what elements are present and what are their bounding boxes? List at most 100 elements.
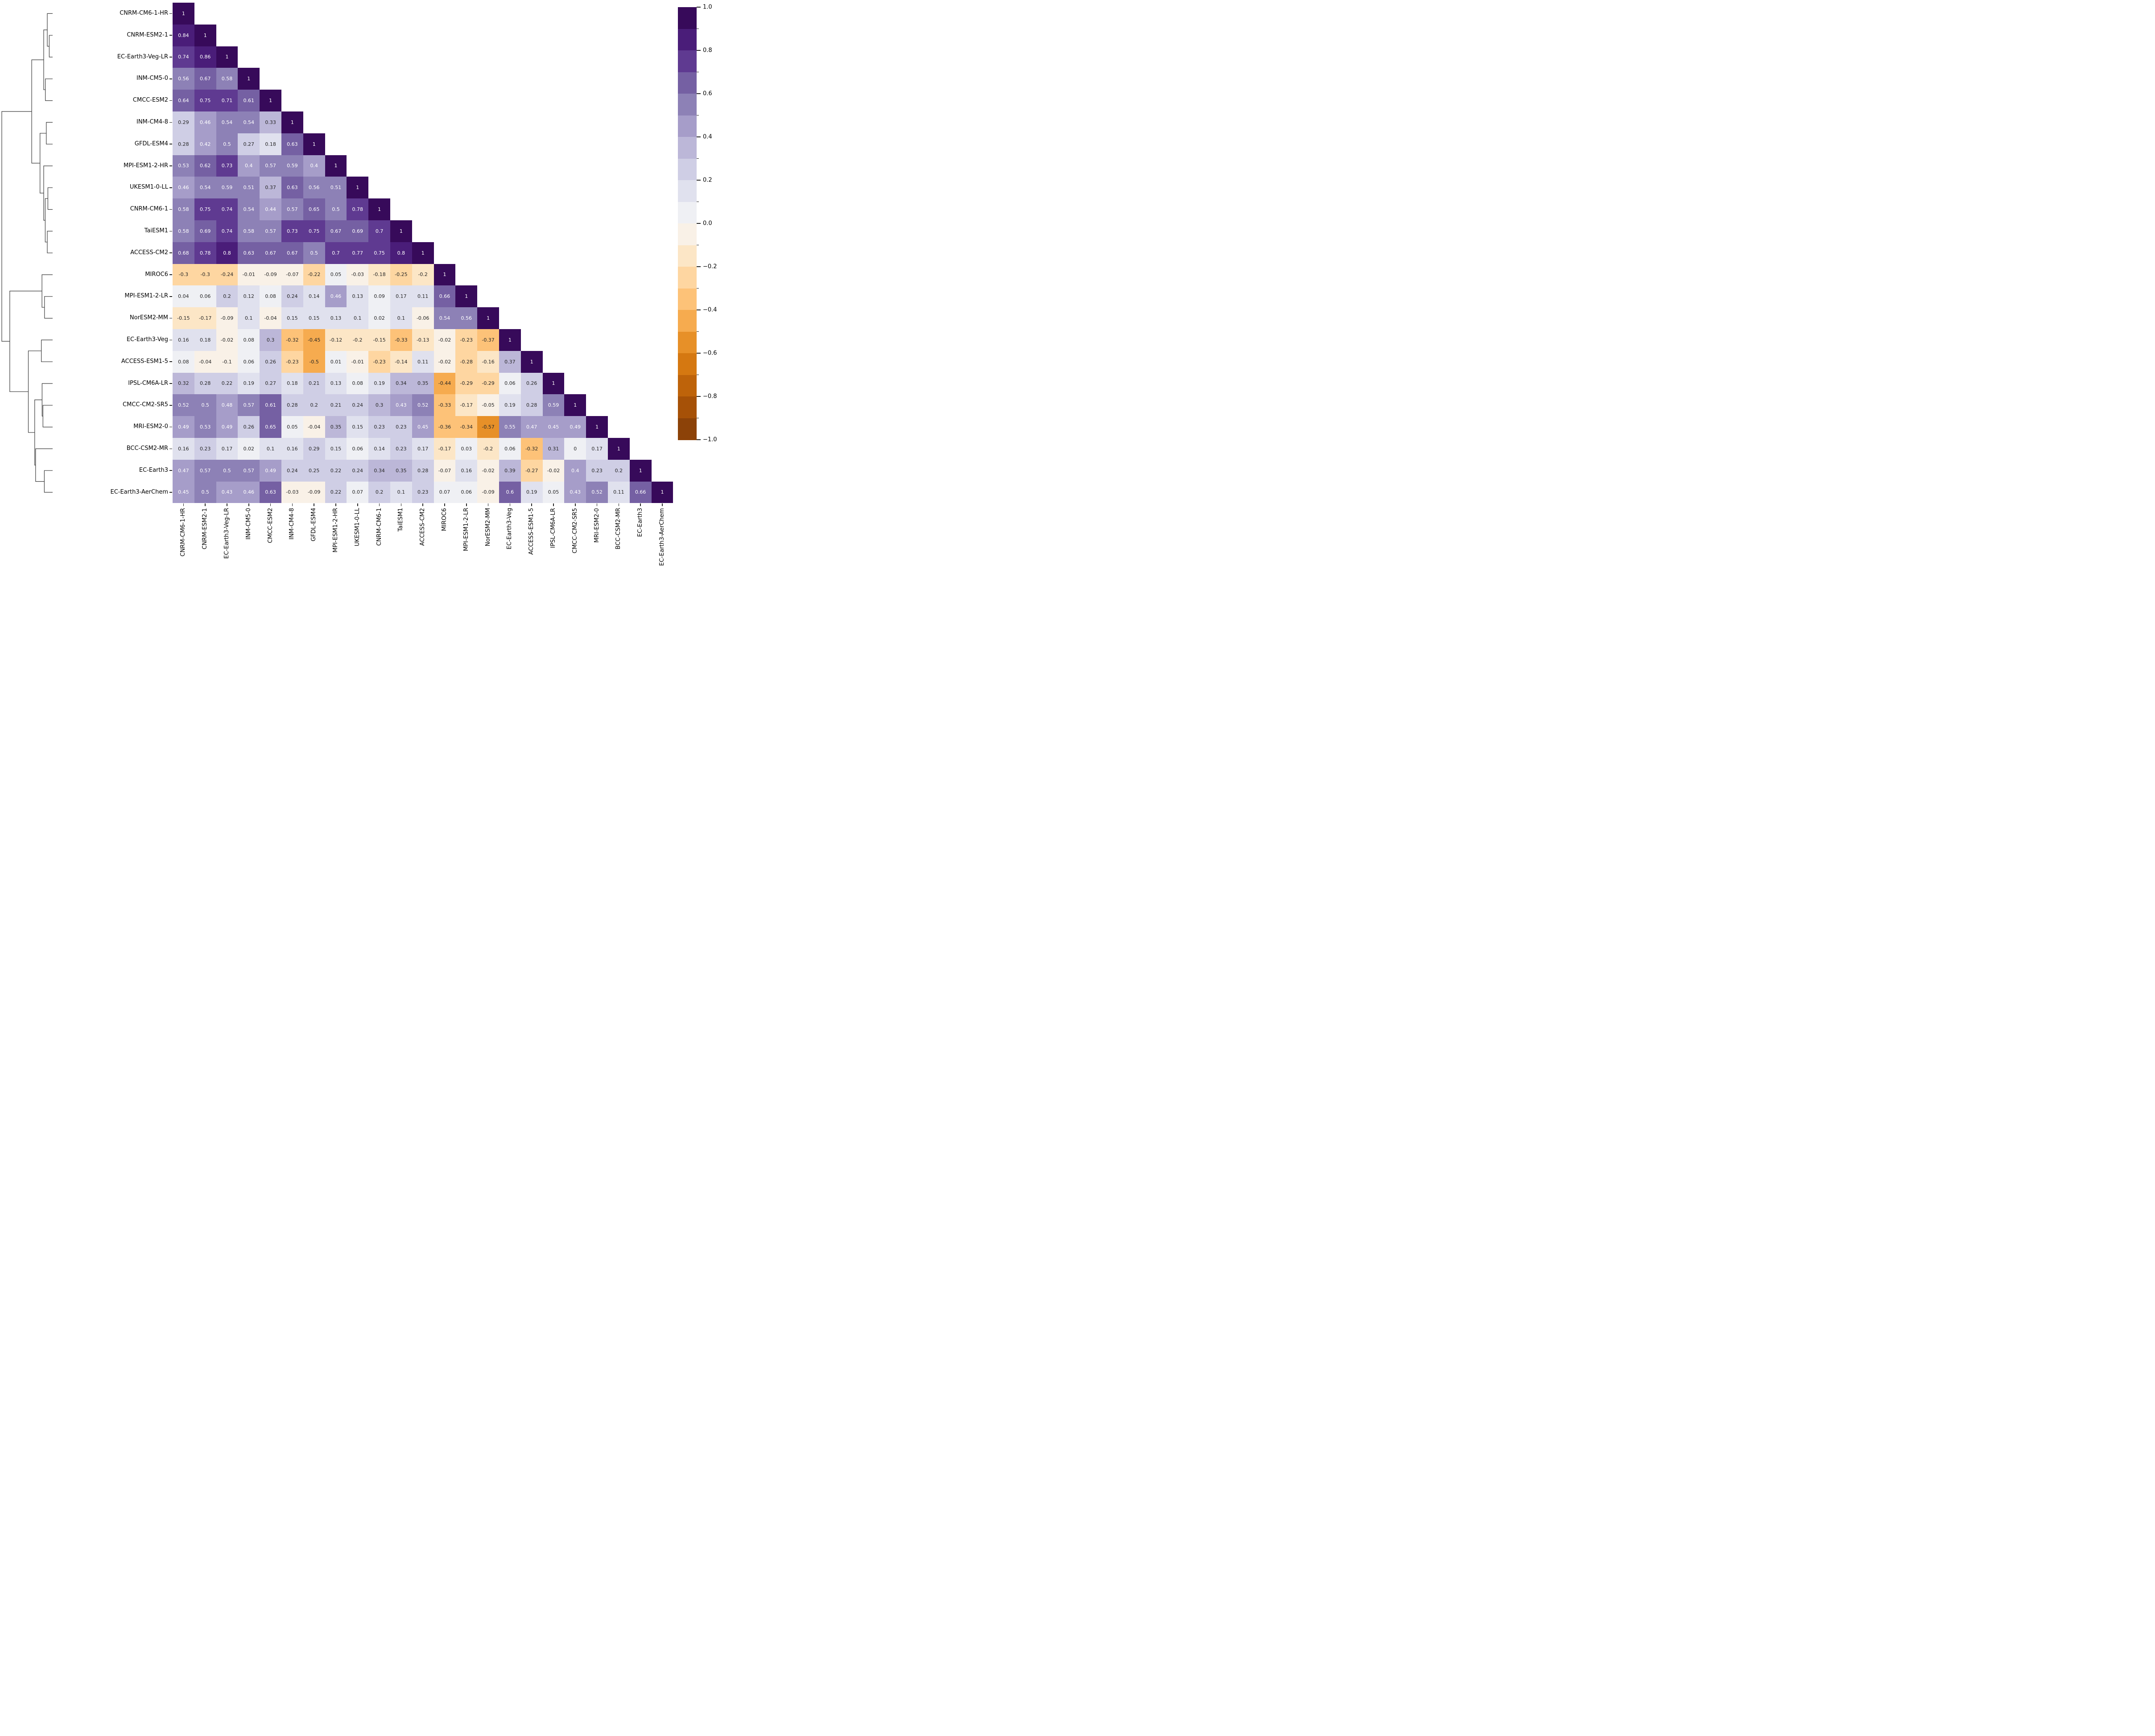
matrix-cell: -0.02 [216,329,238,351]
matrix-cell: 0.24 [281,459,303,482]
matrix-cell: -0.25 [390,264,412,286]
colorbar-tick-label: 0.6 [703,90,712,97]
matrix-cell: -0.01 [238,264,260,286]
colorbar-tick-mark [697,353,701,354]
matrix-cell: -0.09 [216,307,238,329]
matrix-cell: 0.5 [325,198,347,220]
matrix-cell: 0.07 [433,481,456,503]
matrix-cell: 0.06 [455,481,478,503]
colorbar-segment [678,94,697,115]
matrix-cell: 0.13 [347,285,369,308]
matrix-cell: 0.74 [216,220,238,242]
column-label: CMCC-CM2-SR5 [571,508,578,554]
column-label: MIROC6 [441,508,448,532]
column-label: UKESM1-0-LL [354,508,361,547]
colorbar-tick-mark [697,115,699,116]
colorbar-tick-mark [697,136,701,137]
matrix-cell: 0.63 [238,242,260,264]
matrix-cell: 0.49 [173,416,194,438]
matrix-cell: 1 [651,481,673,503]
matrix-cell: 0.63 [281,133,303,155]
column-label: NorESM2-MM [484,508,491,547]
matrix-cell: -0.22 [303,264,325,286]
dendrogram-branches [1,13,53,493]
row-label: MPI-ESM1-2-HR [124,162,168,169]
matrix-cell: 0.08 [173,350,194,373]
colorbar-tick-mark [697,417,699,419]
matrix-cell: 0.31 [542,438,565,460]
row-label: BCC-CSM2-MR [126,445,168,452]
matrix-cell: 0.26 [520,372,543,395]
colorbar-segment [678,310,697,332]
matrix-cell: 0.2 [303,394,325,416]
matrix-cell: 0.02 [238,438,260,460]
row-tick-mark [169,13,172,14]
matrix-cell: 0.21 [325,394,347,416]
row-tick-mark [169,187,172,188]
matrix-cell: 0.49 [260,459,281,482]
matrix-cell: -0.44 [433,372,456,395]
column-tick-mark [487,503,489,507]
matrix-cell: 0.09 [368,285,390,308]
matrix-cell: 0.5 [194,394,216,416]
matrix-cell: 0.16 [173,329,194,351]
column-label: CMCC-ESM2 [267,508,274,544]
row-label: UKESM1-0-LL [129,184,168,191]
column-tick-mark [357,503,358,507]
row-tick-mark [169,296,172,297]
column-label: INM-CM5-0 [245,508,252,540]
matrix-cell: -0.12 [325,329,347,351]
matrix-cell: -0.05 [477,394,499,416]
matrix-cell: -0.07 [433,459,456,482]
column-tick-mark [335,503,336,507]
matrix-cell: 0.6 [499,481,521,503]
row-tick-mark [169,383,172,384]
colorbar-tick-mark [697,50,701,51]
matrix-cell: -0.29 [455,372,478,395]
column-tick-mark [422,503,423,507]
matrix-cell: 0.42 [194,133,216,155]
row-label: ACCESS-CM2 [130,249,168,256]
matrix-cell: 0.2 [216,285,238,308]
matrix-cell: 1 [608,438,630,460]
colorbar-tick-mark [697,439,701,440]
row-label: INM-CM5-0 [136,75,168,82]
matrix-cell: 0.7 [368,220,390,242]
matrix-cell: -0.13 [412,329,434,351]
colorbar-tick-label: −0.8 [703,393,717,400]
column-tick-mark [466,503,467,507]
row-label: CMCC-CM2-SR5 [123,401,168,408]
matrix-cell: 0.06 [499,372,521,395]
matrix-cell: 0.46 [238,481,260,503]
matrix-cell: 0.51 [238,177,260,199]
matrix-cell: -0.09 [477,481,499,503]
matrix-cell: 0.46 [194,111,216,133]
matrix-cell: -0.07 [281,264,303,286]
matrix-cell: 0.16 [281,438,303,460]
matrix-cell: 0.52 [412,394,434,416]
matrix-cell: 0.67 [260,242,281,264]
matrix-cell: 0.73 [216,155,238,177]
row-tick-mark [169,405,172,406]
matrix-cell: -0.09 [260,264,281,286]
matrix-cell: 0.2 [608,459,630,482]
matrix-cell: 0.54 [238,198,260,220]
matrix-cell: 0.74 [173,46,194,68]
matrix-cell: 0.65 [303,198,325,220]
matrix-cell: 0.5 [216,459,238,482]
matrix-cell: 0.27 [238,133,260,155]
row-tick-mark [169,318,172,319]
row-tick-mark [169,274,172,275]
matrix-cell: 0.27 [260,372,281,395]
colorbar-segment [678,375,697,397]
matrix-cell: 0.84 [173,24,194,46]
matrix-cell: 1 [260,90,281,111]
matrix-cell: 0.54 [433,307,456,329]
matrix-cell: 0.28 [173,133,194,155]
colorbar-tick-mark [697,223,701,224]
column-label: EC-Earth3-AerChem [659,508,665,566]
matrix-cell: 0.78 [194,242,216,264]
matrix-cell: 0.63 [260,481,281,503]
colorbar-segment [678,50,697,72]
matrix-cell: 0.64 [173,90,194,111]
